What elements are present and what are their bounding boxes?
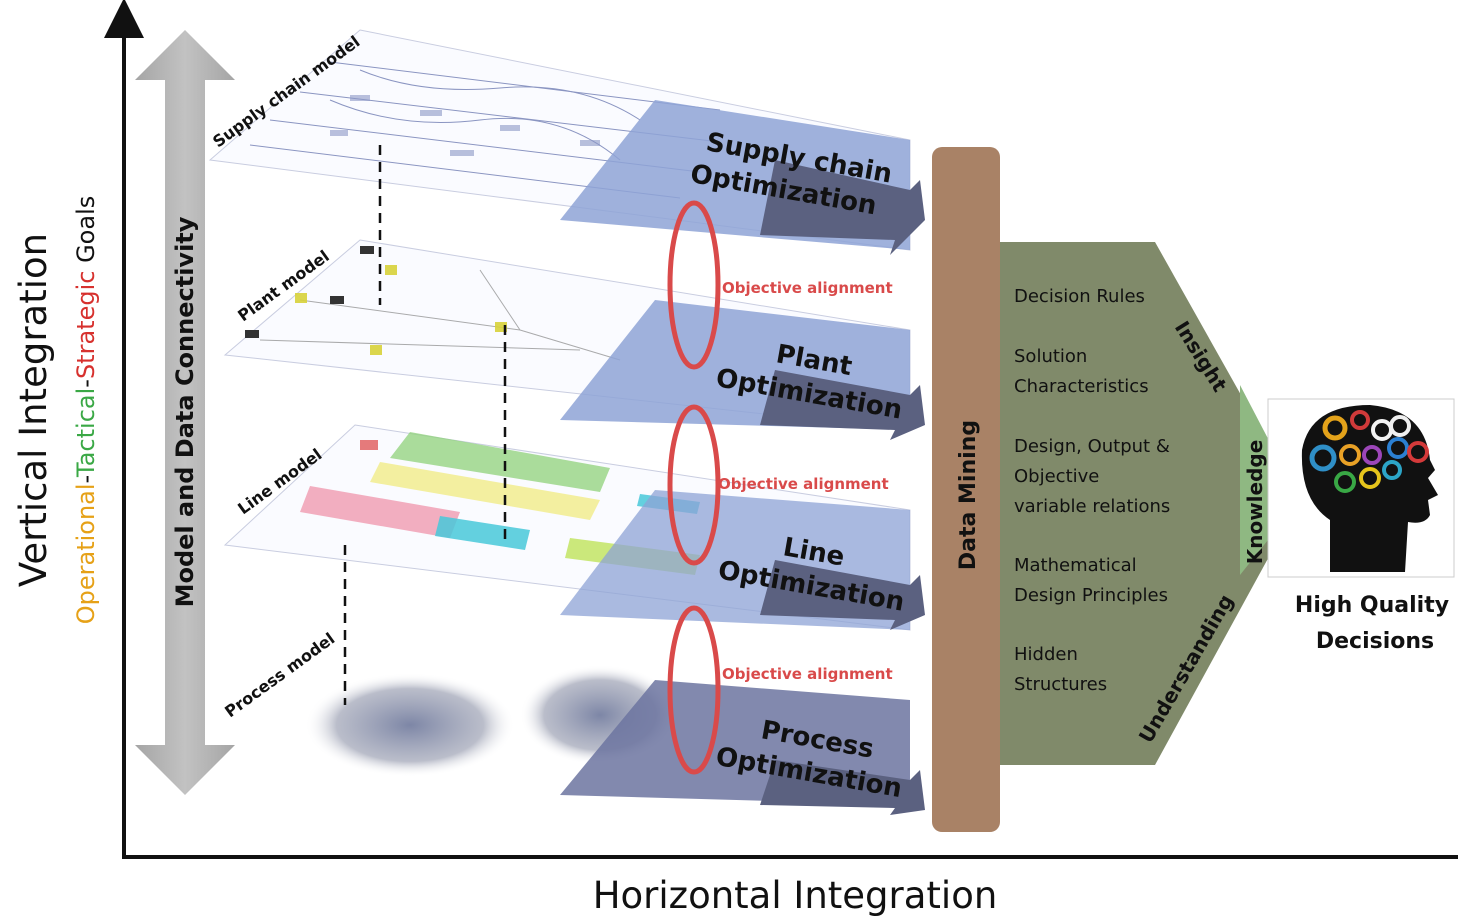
- decision-label-line1: High Quality: [1295, 593, 1449, 618]
- goal-tactical: Tactical: [72, 388, 100, 478]
- goal-strategic: Strategic: [72, 271, 100, 380]
- goal-operational: Operational: [72, 483, 100, 624]
- outcome-design-1: Design, Output &: [1014, 436, 1170, 457]
- data-mining-label: Data Mining: [956, 420, 981, 570]
- vertical-axis-label: Vertical Integration: [12, 233, 55, 587]
- optimization-arrows: [760, 160, 925, 815]
- outcome-decision-rules: Decision Rules: [1014, 286, 1145, 307]
- goals-label: Operational-Tactical-Strategic Goals: [72, 196, 100, 625]
- layer-plane-line: [223, 424, 911, 631]
- dashed-links: [343, 145, 507, 705]
- gears-icon: [1309, 410, 1429, 493]
- outcome-math-2: Design Principles: [1014, 585, 1168, 606]
- outcome-design-2: Objective: [1014, 466, 1099, 487]
- alignment-label-2: Objective alignment: [718, 475, 889, 493]
- connectivity-arrow: [135, 30, 235, 795]
- outcome-solution-2: Characteristics: [1014, 376, 1149, 397]
- head-icon: [1267, 398, 1455, 578]
- outcome-math-1: Mathematical: [1014, 555, 1137, 576]
- alignment-label-3: Objective alignment: [722, 665, 893, 683]
- alignment-label-1: Objective alignment: [722, 279, 893, 297]
- outcome-hidden-2: Structures: [1014, 674, 1107, 695]
- outcome-arrow: [1000, 242, 1300, 765]
- knowledge-label: Knowledge: [1243, 440, 1267, 565]
- outcome-solution-1: Solution: [1014, 346, 1087, 367]
- alignment-loops: [667, 200, 721, 775]
- connectivity-label: Model and Data Connectivity: [171, 216, 199, 607]
- data-mining-bar: [932, 147, 1000, 832]
- outcome-design-3: variable relations: [1014, 496, 1170, 517]
- outcome-list: Decision Rules Solution Characteristics …: [1014, 286, 1170, 695]
- horizontal-axis-label: Horizontal Integration: [593, 874, 998, 917]
- decision-label-line2: Decisions: [1316, 629, 1434, 654]
- axes: [104, 0, 1458, 859]
- outcome-hidden-1: Hidden: [1014, 644, 1078, 665]
